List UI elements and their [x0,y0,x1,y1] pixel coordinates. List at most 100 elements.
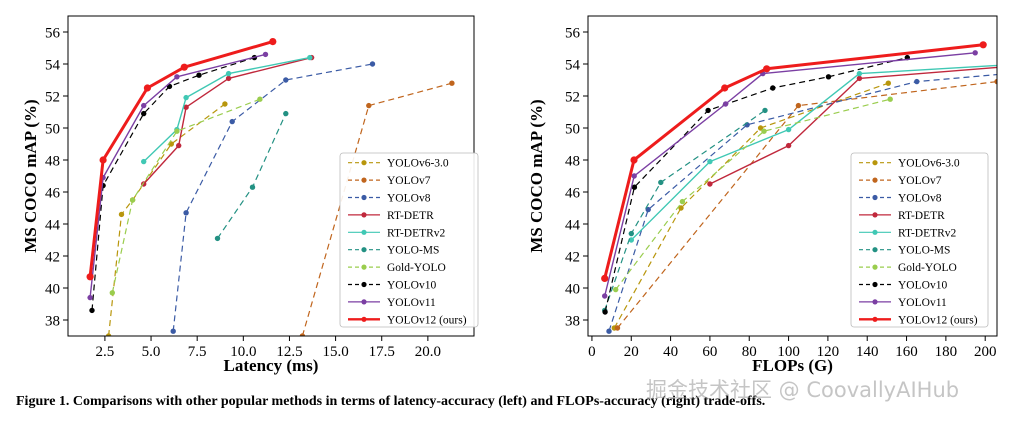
legend-label: YOLOv12 (ours) [387,314,467,326]
data-point [174,74,180,80]
legend-label: YOLO-MS [387,245,439,257]
series-line [91,57,255,311]
legend: YOLOv6-3.0 YOLOv7 YOLOv8 RT-DETR RT-DETRv2 YO… [339,152,479,328]
legend-marker [361,194,367,201]
legend-marker [361,247,367,253]
data-point [885,80,891,86]
legend-marker [361,281,367,288]
data-point [601,274,609,282]
y-tick-label: 46 [45,186,61,202]
x-tick-label: 15.0 [322,344,348,360]
x-tick-label: 40 [663,344,678,360]
legend-marker [872,177,878,183]
legend-marker [361,316,367,322]
legend-label: YOLO-MS [898,245,950,257]
data-point [249,184,256,190]
data-point [705,107,711,114]
x-tick-label: 20.0 [415,344,441,360]
y-tick-label: 42 [45,250,60,266]
legend-marker [361,212,367,218]
x-tick-label: 20 [624,344,639,360]
x-tick-label: 80 [742,344,757,360]
legend-marker [872,247,878,253]
x-tick-label: 7.5 [188,344,207,360]
legend-marker [872,194,878,201]
data-point [257,96,263,102]
data-point [722,101,729,107]
y-tick-label: 52 [565,90,580,106]
axes-frame [587,15,998,337]
x-tick-label: 12.5 [276,344,302,360]
y-tick-label: 54 [45,58,61,74]
x-axis-label: Latency (ms) [224,356,319,375]
legend-label: YOLOv7 [898,175,942,187]
x-tick-label: 5.0 [142,344,161,360]
data-point [366,102,372,109]
x-tick-label: 180 [935,344,958,360]
data-point [225,75,232,82]
data-point [196,72,202,78]
data-point [87,294,93,301]
legend-label: Gold-YOLO [387,262,446,274]
data-point [99,156,107,164]
x-tick-label: 0 [588,344,596,360]
data-point [283,110,289,117]
legend-label: YOLOv11 [387,297,436,309]
y-axis-label: MS COCO mAP (%) [527,99,546,252]
chart-1: 38 40 42 44 46 48 50 52 54 56 0 20 40 60 80 100 120 140 16… [527,15,998,375]
x-tick-label: 17.5 [369,344,395,360]
data-point [628,230,634,237]
data-point [658,179,664,186]
data-point [89,307,95,314]
data-point [262,51,269,58]
y-tick-label: 56 [45,26,61,42]
legend-marker [872,316,878,322]
y-tick-label: 48 [565,154,580,170]
data-point [785,142,792,149]
legend-label: RT-DETR [898,210,945,222]
data-point [770,85,776,91]
data-point [795,102,802,109]
data-point [763,65,771,73]
series-line [615,98,891,290]
y-axis-label: MS COCO mAP (%) [21,99,40,252]
figure-caption: Figure 1. Comparisons with other popular… [16,394,765,410]
data-point [214,235,221,242]
y-tick-label: 50 [45,122,60,138]
data-point [283,77,289,83]
data-point [105,333,112,336]
legend-marker [361,229,367,235]
data-point [174,128,180,134]
y-tick-label: 40 [45,282,60,298]
data-point [679,198,686,205]
data-point [707,158,713,165]
data-point [613,286,619,293]
legend-marker [361,264,367,270]
data-point [614,325,621,331]
y-tick-label: 48 [45,154,60,170]
data-point [785,126,792,133]
x-tick-label: 200 [974,344,997,360]
y-tick-label: 54 [565,58,581,74]
data-point [628,237,634,243]
data-point [109,290,116,296]
data-point [887,96,893,102]
data-point [606,328,612,334]
legend-label: YOLOv12 (ours) [898,314,978,326]
y-tick-label: 52 [45,90,60,106]
data-point [707,181,713,187]
data-point [678,205,684,211]
legend-label: YOLOv8 [898,193,942,205]
legend-box [850,152,989,328]
data-point [721,84,729,92]
data-point [631,173,637,179]
series-line [604,57,908,313]
data-point [757,125,764,131]
legend-label: YOLOv10 [387,280,436,292]
legend-label: YOLOv7 [387,175,431,187]
data-point [825,74,832,80]
plot-area [601,41,997,334]
data-point [631,184,638,190]
data-point [994,78,997,85]
x-axis-label: FLOPs (G) [752,356,833,375]
